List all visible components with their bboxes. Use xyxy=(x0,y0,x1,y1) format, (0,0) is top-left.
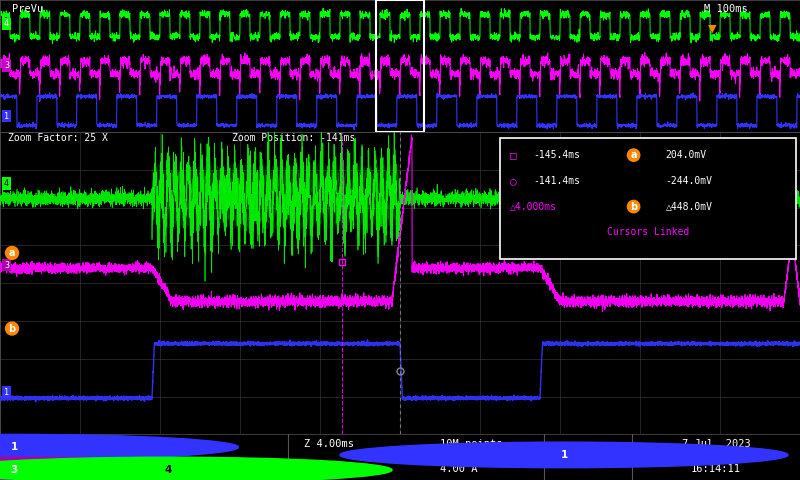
Circle shape xyxy=(0,457,392,480)
Text: M 100ms: M 100ms xyxy=(704,4,748,14)
Text: -145.4ms: -145.4ms xyxy=(534,150,581,160)
Text: 10M points: 10M points xyxy=(440,439,502,449)
Text: a: a xyxy=(630,150,637,160)
Text: 20.0 A: 20.0 A xyxy=(196,461,234,471)
Text: Cursors Linked: Cursors Linked xyxy=(607,227,689,237)
Text: 16:14:11: 16:14:11 xyxy=(691,464,741,474)
Text: Zoom Factor: 25 X: Zoom Factor: 25 X xyxy=(8,133,108,143)
Text: Bw: Bw xyxy=(92,450,102,459)
Text: □: □ xyxy=(510,150,516,160)
Text: 1: 1 xyxy=(10,442,18,452)
Text: △4.000ms: △4.000ms xyxy=(510,202,557,212)
Text: 3: 3 xyxy=(4,61,9,71)
Text: 10.0MS/s: 10.0MS/s xyxy=(304,464,354,474)
Text: 3: 3 xyxy=(4,261,9,270)
Text: 4: 4 xyxy=(4,19,9,28)
Text: 3: 3 xyxy=(10,465,18,475)
Circle shape xyxy=(0,457,238,480)
Text: 204.0mV: 204.0mV xyxy=(666,150,706,160)
Text: 7 Jul  2023: 7 Jul 2023 xyxy=(682,439,750,449)
Text: Zoom Position: -141ms: Zoom Position: -141ms xyxy=(232,133,355,143)
Text: PreVu: PreVu xyxy=(12,4,43,14)
Text: ~Bw: ~Bw xyxy=(76,472,90,480)
Text: Z 4.00ms: Z 4.00ms xyxy=(304,439,354,449)
Text: b: b xyxy=(630,202,637,212)
FancyBboxPatch shape xyxy=(500,138,796,259)
Text: 4.00 A: 4.00 A xyxy=(440,464,478,474)
Text: 100 A: 100 A xyxy=(44,439,75,448)
Text: a: a xyxy=(9,248,15,258)
Text: 4: 4 xyxy=(164,465,172,475)
Text: b: b xyxy=(9,324,15,334)
Text: /: / xyxy=(584,448,599,461)
Text: ○: ○ xyxy=(510,176,516,186)
Text: 1: 1 xyxy=(4,112,9,120)
Circle shape xyxy=(340,442,788,468)
Text: 1: 1 xyxy=(4,387,9,396)
Text: -244.0mV: -244.0mV xyxy=(666,176,713,186)
Circle shape xyxy=(0,434,238,460)
Text: 200mV: 200mV xyxy=(44,461,75,471)
Bar xyxy=(376,0,424,132)
Text: Bw: Bw xyxy=(248,472,258,480)
Text: 1: 1 xyxy=(560,450,568,460)
Text: -141.4ms: -141.4ms xyxy=(534,176,581,186)
Text: ▼: ▼ xyxy=(708,24,717,34)
Text: 4: 4 xyxy=(4,179,9,188)
Text: △448.0mV: △448.0mV xyxy=(666,202,713,212)
